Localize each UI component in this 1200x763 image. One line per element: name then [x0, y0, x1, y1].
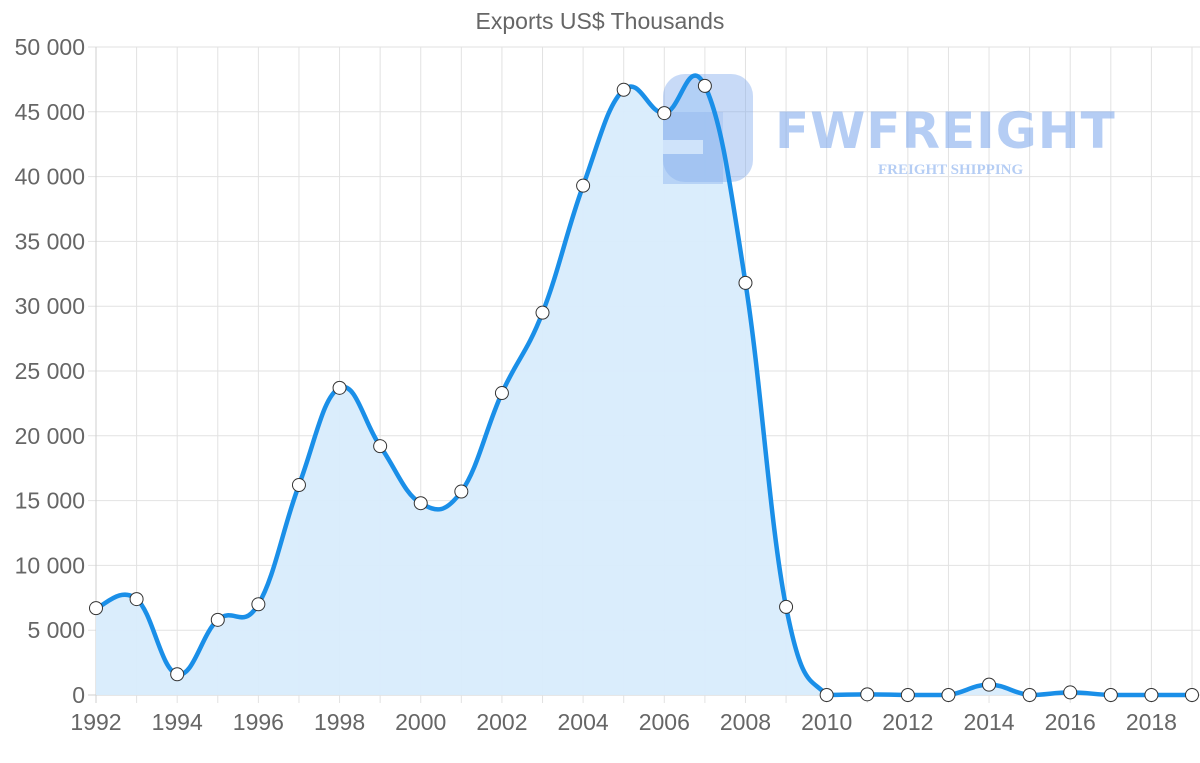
x-tick-label: 2008 [720, 709, 771, 735]
data-point[interactable] [494, 386, 509, 401]
data-point[interactable] [982, 677, 997, 692]
y-tick-label: 20 000 [15, 423, 85, 449]
data-points [89, 78, 1199, 702]
x-tick-label: 2014 [963, 709, 1014, 735]
data-point[interactable] [819, 688, 834, 702]
x-tick-label: 1998 [314, 709, 365, 735]
y-tick-label: 10 000 [15, 552, 85, 578]
data-point[interactable] [860, 687, 875, 702]
x-tick-label: 2018 [1126, 709, 1177, 735]
data-point[interactable] [535, 305, 550, 320]
data-point[interactable] [129, 592, 144, 607]
y-tick-label: 5 000 [27, 617, 85, 643]
y-tick-label: 25 000 [15, 358, 85, 384]
y-tick-label: 30 000 [15, 293, 85, 319]
data-point[interactable] [454, 484, 469, 499]
x-tick-label: 1994 [152, 709, 203, 735]
y-tick-label: 40 000 [15, 164, 85, 190]
data-point[interactable] [89, 601, 103, 616]
y-tick-label: 35 000 [15, 228, 85, 254]
watermark-logo: FWFREIGHT FREIGHT SHIPPING [663, 74, 1116, 184]
data-point[interactable] [170, 667, 185, 682]
watermark-tagline: FREIGHT SHIPPING [878, 162, 1023, 178]
data-point[interactable] [1144, 688, 1159, 702]
data-point[interactable] [657, 106, 672, 121]
chart-title: Exports US$ Thousands [475, 8, 725, 34]
y-axis-ticks: 0 5 000 10 000 15 000 20 000 25 000 30 000 35 0… [15, 34, 85, 708]
data-point[interactable] [373, 439, 388, 454]
data-point[interactable] [900, 688, 915, 702]
y-tick-label: 15 000 [15, 488, 85, 514]
y-tick-label: 50 000 [15, 34, 85, 60]
data-point[interactable] [738, 275, 753, 290]
data-point[interactable] [332, 380, 347, 395]
x-tick-label: 2000 [395, 709, 446, 735]
data-point[interactable] [616, 82, 631, 97]
watermark-brand: FWFREIGHT [775, 102, 1116, 160]
data-point[interactable] [697, 78, 712, 93]
x-tick-label: 2006 [639, 709, 690, 735]
data-point[interactable] [1103, 688, 1118, 702]
data-point[interactable] [291, 478, 306, 493]
x-tick-label: 1996 [233, 709, 284, 735]
watermark-logo-icon [663, 74, 753, 182]
x-axis-ticks: 1992 1994 1996 1998 2000 2002 2004 2006 2008 2010… [70, 709, 1177, 735]
x-tick-label: 2010 [801, 709, 852, 735]
x-tick-label: 1992 [70, 709, 121, 735]
data-point[interactable] [1063, 685, 1078, 700]
data-point[interactable] [1022, 688, 1037, 702]
y-tick-label: 0 [72, 682, 85, 708]
data-point[interactable] [210, 612, 225, 627]
data-point[interactable] [413, 496, 428, 511]
data-point[interactable] [1185, 688, 1199, 702]
y-tick-label: 45 000 [15, 99, 85, 125]
data-line [93, 73, 1195, 698]
x-tick-label: 2002 [476, 709, 527, 735]
data-point[interactable] [779, 599, 794, 614]
x-tick-label: 2004 [558, 709, 609, 735]
data-point[interactable] [576, 178, 591, 193]
area-fill [96, 75, 1192, 695]
data-point[interactable] [941, 688, 956, 702]
x-tick-label: 2016 [1045, 709, 1096, 735]
data-point[interactable] [251, 597, 266, 612]
x-tick-label: 2012 [882, 709, 933, 735]
